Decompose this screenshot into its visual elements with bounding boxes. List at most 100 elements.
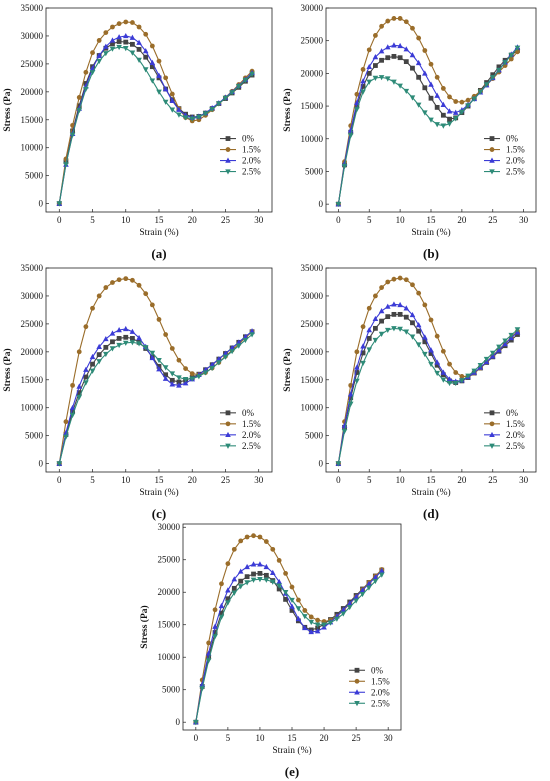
y-tick-label: 25000 [301, 36, 324, 46]
data-point [465, 373, 471, 379]
y-tick-label: 35000 [301, 263, 324, 273]
x-tick-label: 20 [188, 475, 198, 485]
legend-marker [225, 443, 231, 449]
series-0 [335, 311, 520, 467]
series-line [58, 21, 253, 204]
series-line [195, 569, 383, 723]
data-point [90, 361, 95, 367]
data-point [162, 375, 169, 381]
data-point [162, 86, 169, 92]
x-tick-label: 20 [457, 475, 467, 485]
legend-entry: 2.0% [506, 430, 525, 440]
data-point [156, 89, 162, 95]
data-point [508, 337, 514, 343]
data-point [123, 334, 129, 340]
data-point [263, 577, 270, 583]
data-point [96, 343, 102, 350]
y-tick-label: 15000 [21, 115, 44, 125]
data-point [385, 18, 391, 24]
y-tick-label: 20000 [158, 587, 181, 597]
data-point [295, 606, 302, 612]
data-point [440, 112, 446, 118]
data-point [465, 103, 471, 109]
data-point [149, 78, 156, 84]
data-point [244, 580, 250, 586]
data-point [163, 372, 169, 378]
legend-entry: 1.5% [506, 419, 525, 429]
y-tick-label: 30000 [158, 522, 181, 532]
data-point [410, 65, 415, 71]
data-point [410, 25, 415, 31]
data-point [183, 366, 188, 372]
data-point [116, 327, 122, 333]
y-tick-label: 5000 [305, 166, 324, 176]
data-point [391, 276, 397, 282]
data-point [193, 720, 199, 726]
data-point [453, 370, 459, 375]
y-tick-label: 30000 [301, 3, 324, 13]
data-point [428, 361, 434, 368]
data-point [156, 58, 162, 64]
data-point [446, 380, 453, 387]
y-axis-label: Stress (Pa) [282, 348, 293, 391]
data-point [347, 133, 354, 139]
data-point [122, 46, 129, 52]
y-tick-label: 15000 [158, 620, 181, 630]
x-tick-label: 15 [155, 215, 165, 225]
data-point [378, 567, 385, 573]
data-point [162, 99, 169, 105]
data-point [422, 110, 428, 116]
legend-marker [354, 689, 360, 695]
data-point [477, 89, 484, 95]
data-point [416, 35, 422, 41]
data-point [508, 56, 514, 62]
data-point [440, 123, 447, 129]
series-line [58, 46, 253, 204]
data-point [83, 69, 89, 75]
data-point [136, 334, 142, 341]
data-point [391, 53, 397, 59]
data-point [149, 354, 156, 361]
data-point [96, 52, 102, 58]
data-point [225, 596, 231, 602]
data-point [315, 625, 321, 631]
data-point [410, 320, 415, 326]
data-point [359, 587, 366, 593]
data-point [434, 359, 440, 365]
data-point [156, 75, 162, 81]
data-point [269, 569, 276, 575]
x-tick-label: 0 [57, 215, 62, 225]
data-point [76, 95, 82, 100]
legend-marker [489, 421, 495, 427]
legend-marker [489, 157, 495, 163]
data-point [63, 419, 69, 425]
y-axis-label: Stress (Pa) [139, 605, 150, 648]
data-point [231, 590, 238, 596]
data-point [347, 401, 354, 407]
data-point [422, 302, 428, 308]
data-point [116, 39, 122, 44]
series-3 [56, 44, 255, 207]
data-point [169, 91, 175, 97]
data-point [216, 356, 222, 362]
data-point [143, 54, 149, 60]
data-point [110, 280, 115, 285]
x-tick-label: 15 [288, 733, 298, 743]
x-axis-label: Strain (%) [411, 487, 450, 498]
x-tick-label: 20 [188, 215, 198, 225]
legend: 0%1.5%2.0%2.5% [220, 134, 261, 177]
data-point [244, 574, 250, 580]
data-point [409, 311, 416, 318]
data-point [452, 380, 459, 387]
data-point [229, 349, 235, 355]
data-point [263, 539, 269, 544]
data-point [235, 339, 242, 345]
x-tick-label: 15 [427, 475, 437, 485]
legend-marker [489, 147, 495, 152]
data-point [354, 107, 360, 113]
data-point [314, 628, 321, 634]
data-point [391, 42, 397, 48]
series-0 [335, 48, 520, 207]
x-tick-label: 15 [427, 215, 437, 225]
data-point [237, 584, 244, 590]
